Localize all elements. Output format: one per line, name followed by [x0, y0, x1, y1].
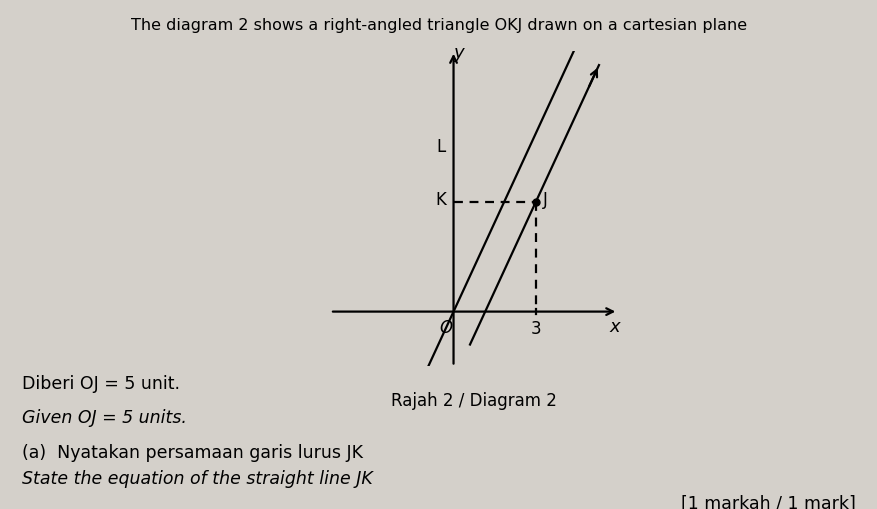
- Text: Diberi OJ = 5 unit.: Diberi OJ = 5 unit.: [22, 375, 180, 393]
- Text: (a)  Nyatakan persamaan garis lurus JK: (a) Nyatakan persamaan garis lurus JK: [22, 444, 362, 462]
- Text: The diagram 2 shows a right-angled triangle OKJ drawn on a cartesian plane: The diagram 2 shows a right-angled trian…: [131, 18, 746, 33]
- Text: J: J: [542, 191, 547, 210]
- Text: Rajah 2 / Diagram 2: Rajah 2 / Diagram 2: [391, 392, 556, 410]
- Text: State the equation of the straight line JK: State the equation of the straight line …: [22, 470, 372, 489]
- Text: Given OJ = 5 units.: Given OJ = 5 units.: [22, 409, 187, 428]
- Text: 3: 3: [530, 321, 540, 338]
- Text: $y$: $y$: [453, 46, 466, 64]
- Text: [1 markah / 1 mark]: [1 markah / 1 mark]: [681, 495, 855, 509]
- Text: $x$: $x$: [608, 318, 622, 336]
- Text: K: K: [434, 191, 446, 210]
- Text: L: L: [436, 138, 446, 156]
- Text: $O$: $O$: [438, 319, 453, 337]
